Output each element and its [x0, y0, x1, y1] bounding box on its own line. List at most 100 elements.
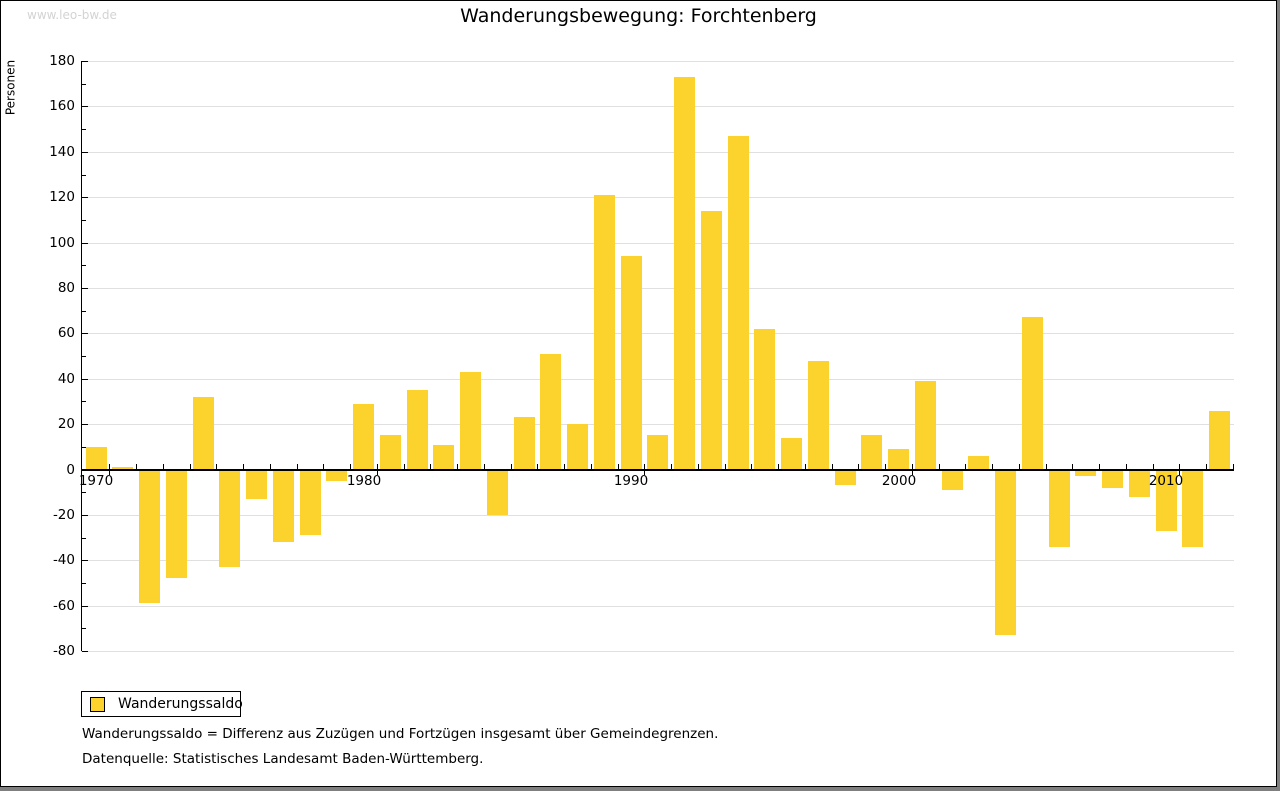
- y-minor-tick: [82, 356, 86, 357]
- x-tick: [404, 464, 405, 469]
- x-tick: [1126, 464, 1127, 469]
- y-major-tick: [82, 560, 88, 561]
- bar-1980: [353, 404, 374, 469]
- bar-1973: [166, 471, 187, 578]
- y-tick-label: 60: [57, 325, 75, 341]
- gridline: [81, 152, 1234, 153]
- y-major-tick: [82, 379, 88, 380]
- bar-1972: [139, 471, 160, 603]
- x-tick: [1233, 464, 1234, 469]
- x-tick: [457, 464, 458, 469]
- x-tick: [136, 464, 137, 469]
- y-tick-label: -80: [52, 643, 75, 659]
- y-tick-label: 80: [57, 280, 75, 296]
- bar-1970: [86, 447, 107, 469]
- x-decade-tick: [1179, 471, 1180, 475]
- x-tick-label: 1990: [613, 473, 649, 489]
- bar-2007: [1075, 471, 1096, 476]
- y-axis-title: Personen: [3, 59, 18, 116]
- bar-1977: [273, 471, 294, 542]
- x-tick: [725, 464, 726, 469]
- gridline: [81, 515, 1234, 516]
- y-minor-tick: [82, 129, 86, 130]
- y-minor-tick: [82, 311, 86, 312]
- x-tick: [644, 464, 645, 469]
- bar-1974: [193, 397, 214, 469]
- bar-1971: [112, 467, 133, 469]
- x-tick: [885, 464, 886, 469]
- gridline: [81, 651, 1234, 652]
- y-tick-label: 120: [49, 189, 75, 205]
- bar-2011: [1182, 471, 1203, 547]
- x-tick: [805, 464, 806, 469]
- y-major-tick: [82, 606, 88, 607]
- bar-2002: [942, 471, 963, 490]
- bar-2004: [995, 471, 1016, 635]
- x-tick: [1179, 464, 1180, 469]
- x-tick: [564, 464, 565, 469]
- gridline: [81, 333, 1234, 334]
- x-tick: [537, 464, 538, 469]
- x-tick: [270, 464, 271, 469]
- gridline: [81, 61, 1234, 62]
- y-minor-tick: [82, 401, 86, 402]
- x-tick-label: 1970: [78, 473, 114, 489]
- x-tick: [430, 464, 431, 469]
- gridline: [81, 379, 1234, 380]
- bar-1988: [567, 424, 588, 469]
- x-tick: [109, 464, 110, 469]
- x-tick: [618, 464, 619, 469]
- x-tick: [751, 464, 752, 469]
- bar-1983: [433, 445, 454, 469]
- y-minor-tick: [82, 220, 86, 221]
- y-tick-label: 40: [57, 371, 75, 387]
- y-major-tick: [82, 243, 88, 244]
- x-decade-tick: [109, 471, 110, 475]
- bar-1994: [728, 136, 749, 469]
- x-tick: [992, 464, 993, 469]
- gridline: [81, 424, 1234, 425]
- bar-1975: [219, 471, 240, 567]
- x-tick: [1072, 464, 1073, 469]
- bar-1981: [380, 435, 401, 469]
- gridline: [81, 197, 1234, 198]
- bar-1993: [701, 211, 722, 469]
- x-tick: [965, 464, 966, 469]
- legend-label: Wanderungssaldo: [118, 696, 243, 712]
- x-tick: [858, 464, 859, 469]
- y-tick-label: 180: [49, 53, 75, 69]
- gridline: [81, 288, 1234, 289]
- y-tick-label: 20: [57, 416, 75, 432]
- x-tick-label: 2000: [881, 473, 917, 489]
- bar-2010: [1156, 471, 1177, 531]
- bar-1999: [861, 435, 882, 469]
- x-tick: [163, 464, 164, 469]
- x-decade-tick: [377, 471, 378, 475]
- bar-1979: [326, 471, 347, 481]
- gridline: [81, 560, 1234, 561]
- y-minor-tick: [82, 84, 86, 85]
- y-tick-label: -40: [52, 552, 75, 568]
- bar-1995: [754, 329, 775, 469]
- y-tick-label: 140: [49, 144, 75, 160]
- x-tick: [671, 464, 672, 469]
- bar-2012: [1209, 411, 1230, 469]
- x-axis: [81, 469, 1234, 471]
- x-tick: [350, 464, 351, 469]
- x-tick: [297, 464, 298, 469]
- footnote-definition: Wanderungssaldo = Differenz aus Zuzügen …: [82, 726, 719, 742]
- y-tick-label: 160: [49, 98, 75, 114]
- bar-2006: [1049, 471, 1070, 547]
- x-tick-label: 2010: [1148, 473, 1184, 489]
- y-minor-tick: [82, 538, 86, 539]
- x-decade-tick: [644, 471, 645, 475]
- bar-1978: [300, 471, 321, 535]
- chart-title: Wanderungsbewegung: Forchtenberg: [460, 5, 817, 27]
- x-tick: [243, 464, 244, 469]
- y-minor-tick: [82, 628, 86, 629]
- y-major-tick: [82, 651, 88, 652]
- bar-2008: [1102, 471, 1123, 488]
- x-decade-tick: [912, 471, 913, 475]
- y-major-tick: [82, 197, 88, 198]
- y-major-tick: [82, 106, 88, 107]
